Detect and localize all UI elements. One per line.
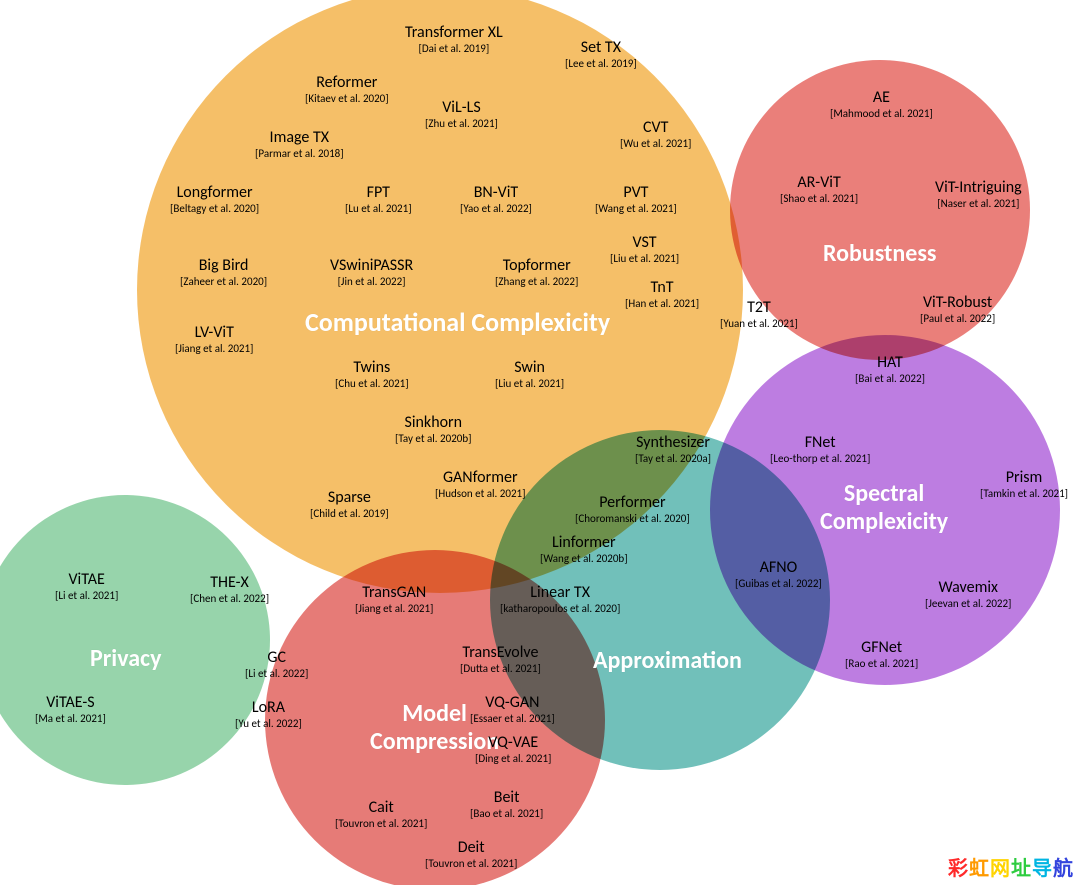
watermark-text: 彩虹网址导航 [948, 852, 1074, 881]
category-circle-privacy [0, 495, 270, 785]
venn-diagram: Computational ComplexicityRobustnessSpec… [0, 0, 1080, 885]
category-circle-model [265, 550, 605, 885]
category-circle-robust [730, 60, 1030, 360]
